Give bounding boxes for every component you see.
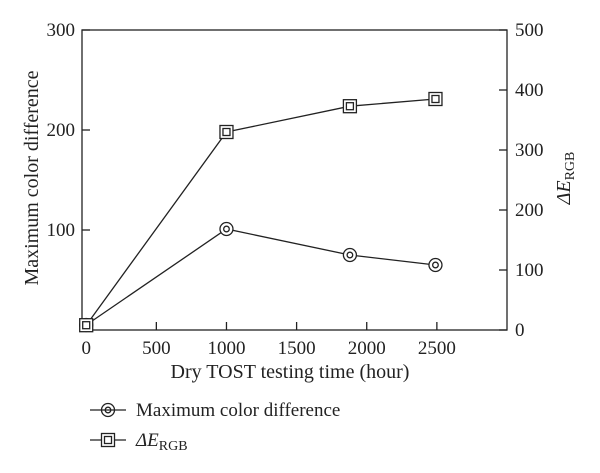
series-line-delta-e-rgb bbox=[85, 98, 436, 326]
right-y-tick-label: 500 bbox=[515, 20, 544, 41]
data-point-circle bbox=[428, 257, 443, 273]
right-y-axis-title-main: ΔE bbox=[553, 180, 575, 205]
legend-label-delta-e-main: ΔE bbox=[135, 430, 159, 451]
x-tick-label: 1000 bbox=[207, 338, 245, 359]
x-tick-label: 500 bbox=[142, 338, 171, 359]
legend-marker-square bbox=[100, 432, 116, 448]
x-tick-label: 2000 bbox=[348, 338, 386, 359]
plot-frame bbox=[81, 29, 508, 331]
data-point-square bbox=[79, 318, 94, 333]
data-point-circle-inner bbox=[223, 225, 230, 233]
legend-item-max-color-difference: Maximum color difference bbox=[90, 400, 340, 421]
data-point-square-inner bbox=[222, 127, 231, 137]
left-y-tick-label: 100 bbox=[47, 220, 76, 241]
ticks: 0 500 1000 1500 2000 2500 100 200 300 0 100 200 300 4… bbox=[47, 20, 544, 359]
x-tick-label: 0 bbox=[81, 338, 91, 359]
left-y-tick-label: 300 bbox=[47, 20, 76, 41]
data-point-square bbox=[219, 124, 234, 140]
right-y-tick-label: 400 bbox=[515, 80, 544, 101]
data-point-square-inner bbox=[345, 102, 355, 111]
right-y-axis-title: ΔERGB bbox=[553, 152, 578, 206]
right-y-axis-title-sub: RGB bbox=[563, 152, 578, 181]
legend: Maximum color difference ΔERGB bbox=[90, 400, 340, 454]
x-axis-title: Dry TOST testing time (hour) bbox=[171, 361, 410, 383]
left-y-axis-title: Maximum color difference bbox=[21, 70, 43, 285]
series-line-max-color-difference bbox=[85, 228, 436, 326]
data-point-square bbox=[428, 91, 443, 107]
legend-label-max-color-difference: Maximum color difference bbox=[136, 400, 340, 421]
data-point-circle-inner bbox=[346, 251, 354, 259]
data-point-square bbox=[342, 99, 358, 114]
data-point-circle bbox=[219, 221, 234, 237]
x-tick-label: 1500 bbox=[278, 338, 316, 359]
legend-marker-circle-inner bbox=[104, 406, 112, 414]
axes bbox=[81, 29, 508, 331]
legend-label-delta-e-rgb: ΔERGB bbox=[135, 430, 188, 454]
x-tick-label: 2500 bbox=[418, 338, 456, 359]
legend-marker-circle bbox=[100, 402, 116, 418]
data-point-square-inner bbox=[431, 94, 440, 104]
right-y-tick-label: 100 bbox=[515, 260, 544, 281]
right-y-tick-label: 0 bbox=[515, 320, 525, 341]
data-point-circle bbox=[342, 247, 358, 263]
legend-label-delta-e-sub: RGB bbox=[159, 439, 188, 454]
left-y-tick-label: 200 bbox=[47, 120, 76, 141]
right-y-tick-label: 200 bbox=[515, 200, 544, 221]
data-point-square-inner bbox=[82, 321, 91, 330]
legend-marker-square-inner bbox=[103, 435, 113, 445]
data-point-circle-inner bbox=[432, 261, 439, 269]
legend-item-delta-e-rgb: ΔERGB bbox=[90, 430, 188, 454]
right-y-tick-label: 300 bbox=[515, 140, 544, 161]
series bbox=[79, 91, 443, 333]
